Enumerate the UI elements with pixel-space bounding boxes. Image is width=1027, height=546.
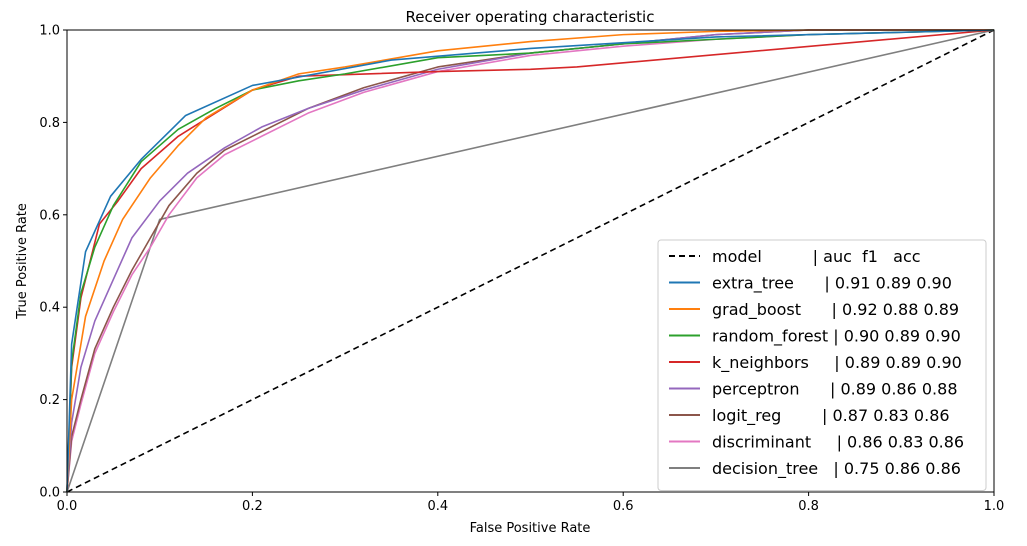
legend-label-0: extra_tree | 0.91 0.89 0.90 bbox=[712, 274, 952, 294]
y-tick-label: 0.6 bbox=[39, 208, 60, 223]
series-layer bbox=[66, 29, 995, 493]
y-tick-label: 0.2 bbox=[39, 393, 60, 408]
reference-diagonal-line bbox=[66, 29, 995, 493]
x-tick-label: 0.4 bbox=[427, 499, 448, 514]
series-line-4 bbox=[66, 29, 994, 493]
x-tick-label: 0.6 bbox=[613, 499, 634, 514]
legend: model | auc f1 acc extra_tree | 0.91 0.89… bbox=[657, 239, 987, 491]
ticks-layer: 0.0 0.2 0.4 0.6 0.8 1.0 0.0 0.2 0.4 0.6 0.8 1.0 bbox=[39, 24, 1004, 515]
plot-frame bbox=[66, 29, 995, 493]
x-axis-label: False Positive Rate bbox=[470, 521, 591, 536]
series-line-2 bbox=[66, 29, 995, 493]
legend-label-4: perceptron | 0.89 0.86 0.88 bbox=[712, 380, 958, 399]
y-tick-label: 0.4 bbox=[39, 301, 60, 316]
legend-label-2: random_forest | 0.90 0.89 0.90 bbox=[712, 327, 961, 347]
y-tick-label: 0.8 bbox=[39, 116, 60, 131]
x-tick-label: 0.8 bbox=[798, 499, 819, 514]
y-tick-label: 1.0 bbox=[39, 24, 60, 39]
x-tick-label: 1.0 bbox=[984, 499, 1005, 514]
chart-title: Receiver operating characteristic bbox=[406, 8, 655, 26]
legend-label-5: logit_reg | 0.87 0.83 0.86 bbox=[712, 406, 950, 426]
legend-label-6: discriminant | 0.86 0.83 0.86 bbox=[712, 433, 964, 452]
y-axis-label: True Positive Rate bbox=[15, 203, 30, 320]
legend-label-1: grad_boost | 0.92 0.88 0.89 bbox=[712, 300, 959, 320]
series-line-0 bbox=[66, 29, 995, 493]
series-line-1 bbox=[66, 29, 994, 493]
y-tick-label: 0.0 bbox=[39, 486, 60, 501]
legend-label-3: k_neighbors | 0.89 0.89 0.90 bbox=[712, 353, 962, 373]
series-line-7 bbox=[66, 29, 995, 493]
legend-box bbox=[657, 239, 987, 491]
x-tick-label: 0.0 bbox=[57, 499, 78, 514]
legend-header: model | auc f1 acc bbox=[712, 247, 921, 266]
x-tick-label: 0.2 bbox=[242, 499, 263, 514]
legend-label-7: decision_tree | 0.75 0.86 0.86 bbox=[712, 459, 961, 479]
